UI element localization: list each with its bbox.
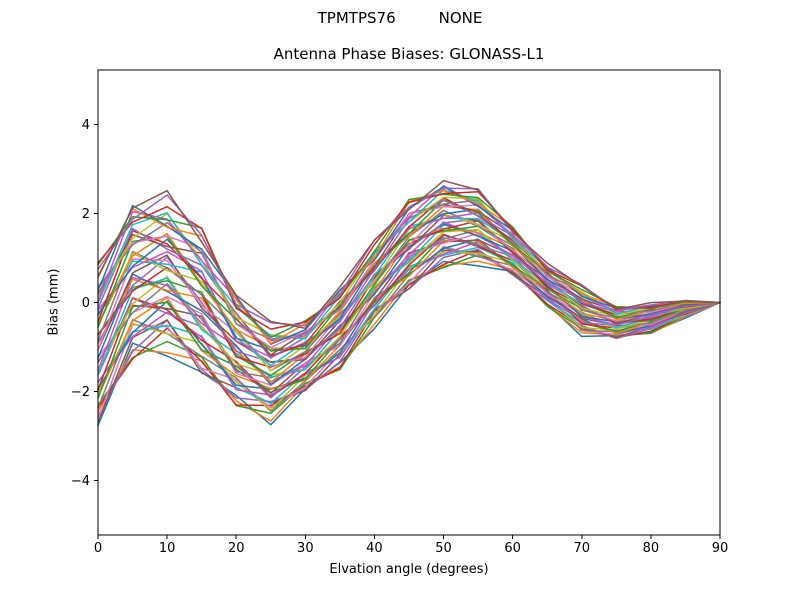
series-line <box>97 240 721 396</box>
x-tick-label: 30 <box>297 541 314 556</box>
series-line <box>97 245 721 421</box>
x-tick-label: 40 <box>366 541 383 556</box>
y-tick-label: 0 <box>82 296 90 311</box>
series-line <box>97 214 721 363</box>
x-tick-label: 10 <box>159 541 176 556</box>
series-line <box>97 209 721 368</box>
x-tick-label: 80 <box>643 541 660 556</box>
series-line <box>97 234 721 399</box>
series-line <box>97 228 721 376</box>
series-line <box>97 239 721 398</box>
y-tick-label: −4 <box>71 474 90 489</box>
series-line <box>97 224 721 378</box>
x-tick-label: 20 <box>228 541 245 556</box>
y-tick-label: −2 <box>71 385 90 400</box>
series-line <box>97 179 721 330</box>
x-tick-label: 90 <box>712 541 729 556</box>
series-line <box>97 190 721 330</box>
x-axis-label: Elvation angle (degrees) <box>329 562 489 577</box>
series-line <box>97 185 721 342</box>
y-tick-label: 2 <box>82 207 90 222</box>
x-tick-label: 70 <box>574 541 591 556</box>
series-line <box>97 239 721 395</box>
axes-title: Antenna Phase Biases: GLONASS-L1 <box>273 45 545 63</box>
suptitle-right-text: NONE <box>438 9 483 27</box>
axes-box <box>97 69 721 536</box>
series-line <box>97 189 721 340</box>
figure-suptitle: TPMTPS76 NONE <box>0 9 800 27</box>
x-tick-label: 60 <box>504 541 521 556</box>
x-tick-label: 50 <box>435 541 452 556</box>
x-tick-label: 0 <box>94 541 102 556</box>
series-line <box>97 249 721 423</box>
suptitle-left-text: TPMTPS76 <box>317 9 396 27</box>
series-line <box>97 199 721 352</box>
y-tick-label: 4 <box>82 118 90 133</box>
y-axis-label: Bias (mm) <box>46 268 62 336</box>
